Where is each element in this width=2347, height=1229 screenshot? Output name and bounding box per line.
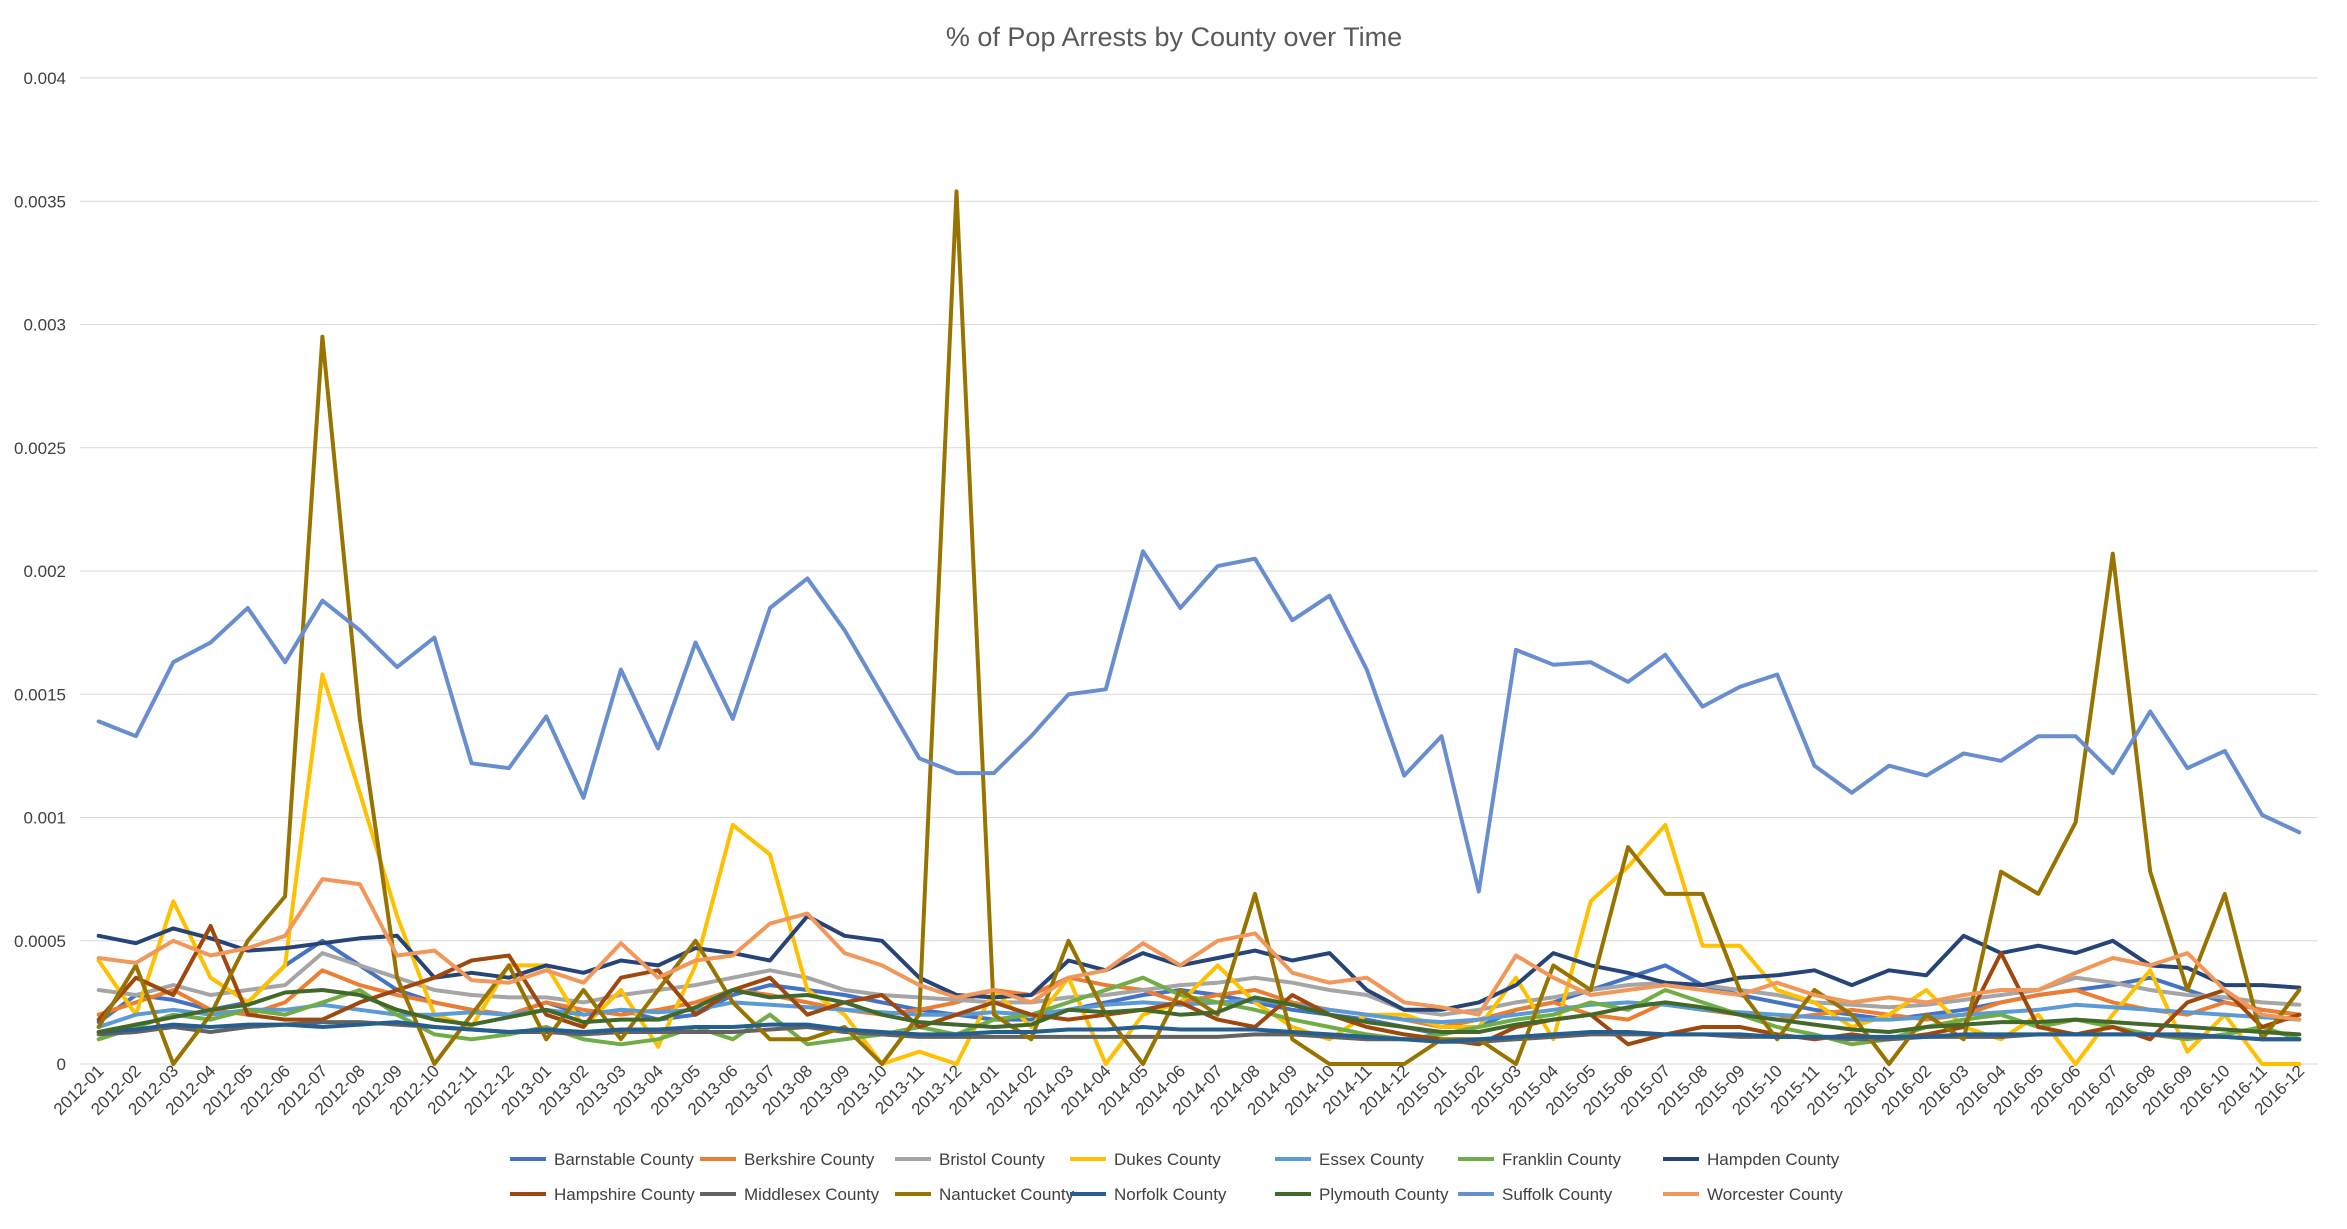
y-tick-label: 0 [57, 1055, 66, 1074]
gridlines [80, 77, 2318, 1065]
y-axis-ticks: 0 0.0005 0.001 0.0015 0.002 0.0025 0.003 0.0035… [14, 69, 66, 1074]
legend-label-dukes-county: Dukes County [1114, 1150, 1221, 1169]
legend-label-norfolk-county: Norfolk County [1114, 1185, 1227, 1204]
legend-label-nantucket-county: Nantucket County [939, 1185, 1075, 1204]
chart-title: % of Pop Arrests by County over Time [946, 22, 1402, 52]
y-tick-label: 0.0025 [14, 439, 66, 458]
y-tick-label: 0.002 [23, 562, 66, 581]
legend-label-middlesex-county: Middlesex County [744, 1185, 880, 1204]
legend-label-franklin-county: Franklin County [1502, 1150, 1622, 1169]
y-tick-label: 0.004 [23, 69, 66, 88]
y-tick-label: 0.0015 [14, 685, 66, 704]
legend-label-barnstable-county: Barnstable County [554, 1150, 694, 1169]
series-line-plymouth-county [96, 988, 2302, 1037]
legend-label-berkshire-county: Berkshire County [744, 1150, 875, 1169]
y-tick-label: 0.001 [23, 809, 66, 828]
series-line-hampshire-county [96, 924, 2302, 1047]
x-axis-ticks: 2012-012012-022012-032012-042012-052012-… [50, 1061, 2308, 1119]
series-lines [96, 189, 2302, 1066]
legend-label-bristol-county: Bristol County [939, 1150, 1045, 1169]
y-tick-label: 0.0035 [14, 192, 66, 211]
legend-label-essex-county: Essex County [1319, 1150, 1424, 1169]
y-tick-label: 0.003 [23, 316, 66, 335]
legend-label-plymouth-county: Plymouth County [1319, 1185, 1449, 1204]
series-line-norfolk-county [96, 1020, 2302, 1044]
legend-label-suffolk-county: Suffolk County [1502, 1185, 1613, 1204]
series-line-nantucket-county [96, 189, 2302, 1066]
legend: Barnstable County Berkshire County Bristol… [510, 1150, 1843, 1204]
legend-label-worcester-county: Worcester County [1707, 1185, 1843, 1204]
y-tick-label: 0.0005 [14, 932, 66, 951]
legend-label-hampden-county: Hampden County [1707, 1150, 1840, 1169]
legend-label-hampshire-county: Hampshire County [554, 1185, 695, 1204]
series-line-suffolk-county [96, 549, 2302, 894]
series-line-worcester-county [96, 877, 2302, 1022]
